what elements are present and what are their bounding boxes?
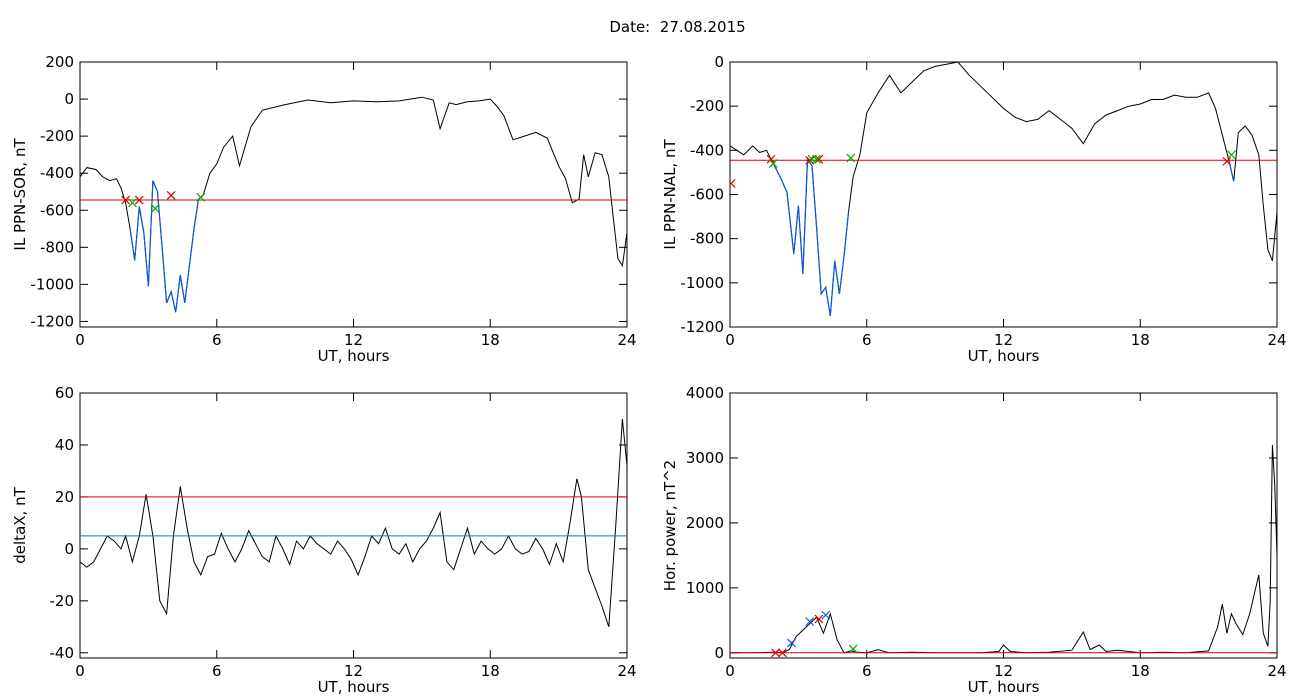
y-tick-label: -1000	[30, 275, 74, 293]
y-axis-label: IL PPN-SOR, nT	[11, 138, 29, 251]
y-tick-label: 1000	[686, 579, 724, 597]
x-marker	[768, 159, 778, 169]
x-tick-label: 6	[212, 662, 222, 680]
y-tick-label: -600	[690, 186, 724, 204]
x-axis-label: UT, hours	[318, 347, 390, 365]
y-tick-label: -20	[50, 592, 75, 610]
x-axis-label: UT, hours	[968, 347, 1040, 365]
chart-nal: 0 6 12 18 24 0 -200 -400 -600 -800 -1000 -1200 UT, h…	[661, 53, 1287, 365]
series-line-highlight	[129, 180, 200, 313]
figure-title: Date: 27.08.2015	[609, 18, 746, 36]
y-tick-label: 0	[64, 90, 74, 108]
y-tick-label: 4000	[686, 384, 724, 402]
y-tick-label: 200	[45, 53, 74, 71]
x-tick-label: 24	[1267, 662, 1286, 680]
x-tick-label: 0	[75, 662, 85, 680]
y-axis-label: IL PPN-NAL, nT	[661, 139, 679, 250]
plot-area	[730, 62, 1277, 317]
x-tick-label: 6	[862, 662, 872, 680]
x-marker	[730, 179, 736, 188]
x-marker	[121, 195, 131, 205]
x-tick-label: 18	[481, 662, 500, 680]
y-axis-label: deltaX, nT	[11, 486, 29, 563]
y-tick-label: 3000	[686, 449, 724, 467]
x-tick-label: 6	[212, 331, 222, 349]
x-tick-label: 0	[75, 331, 85, 349]
y-axis-label: Hor. power, nT^2	[661, 460, 679, 591]
series-line	[730, 444, 1277, 654]
y-tick-label: 2000	[686, 514, 724, 532]
y-tick-label: -600	[40, 201, 74, 219]
x-tick-label: 12	[344, 662, 363, 680]
x-tick-label: 12	[994, 662, 1013, 680]
y-tick-label: 40	[55, 436, 74, 454]
x-marker	[814, 154, 824, 164]
y-tick-label: -800	[40, 238, 74, 256]
chart-power: 0 6 12 18 24 4000 3000 2000 1000 0 UT, hours Hor. p…	[661, 384, 1287, 696]
x-marker	[821, 610, 831, 620]
x-tick-label: 18	[481, 331, 500, 349]
x-tick-label: 0	[725, 331, 735, 349]
x-tick-label: 24	[617, 662, 636, 680]
series-line	[80, 418, 627, 627]
x-marker	[846, 153, 856, 163]
x-marker	[805, 617, 815, 627]
y-tick-label: -40	[50, 644, 75, 662]
y-tick-label: -200	[40, 127, 74, 145]
x-tick-label: 18	[1131, 662, 1150, 680]
x-tick-label: 12	[994, 331, 1013, 349]
x-marker	[787, 638, 796, 648]
x-tick-label: 24	[617, 331, 636, 349]
x-marker	[848, 644, 858, 654]
x-tick-label: 6	[862, 331, 872, 349]
x-marker	[166, 191, 176, 200]
x-marker	[1226, 150, 1236, 160]
y-tick-label: 0	[714, 53, 724, 71]
x-marker	[134, 195, 144, 205]
x-tick-label: 12	[344, 331, 363, 349]
y-tick-label: 20	[55, 488, 74, 506]
y-tick-label: -1000	[680, 274, 724, 292]
x-tick-label: 18	[1131, 331, 1150, 349]
series-line	[730, 62, 1277, 317]
y-tick-label: 0	[714, 644, 724, 662]
x-tick-label: 0	[725, 662, 735, 680]
x-tick-label: 24	[1267, 331, 1286, 349]
x-marker	[1222, 156, 1232, 166]
y-tick-label: -800	[690, 230, 724, 248]
x-marker	[127, 198, 137, 208]
y-tick-label: -400	[690, 141, 724, 159]
y-tick-label: -1200	[30, 312, 74, 330]
x-marker	[777, 648, 787, 658]
series-line-highlight	[772, 157, 850, 317]
plot-frame	[79, 61, 628, 328]
y-tick-label: -200	[690, 97, 724, 115]
plot-frame	[79, 392, 628, 659]
x-axis-label: UT, hours	[318, 678, 390, 696]
x-marker	[814, 614, 824, 624]
series-line	[80, 96, 627, 313]
plot-area	[730, 444, 1277, 658]
y-tick-label: -1200	[680, 318, 724, 336]
plot-area	[80, 96, 627, 313]
y-tick-label: 60	[55, 384, 74, 402]
y-tick-label: -400	[40, 164, 74, 182]
plot-frame	[729, 392, 1278, 659]
x-marker	[196, 192, 206, 202]
x-marker	[150, 203, 160, 213]
chart-deltax: 0 6 12 18 24 60 40 20 0 -20 -40 UT, hours deltaX, nT	[11, 384, 637, 696]
y-tick-label: 0	[64, 540, 74, 558]
plot-area	[80, 418, 627, 627]
plot-frame	[729, 61, 1278, 328]
x-axis-label: UT, hours	[968, 678, 1040, 696]
x-marker	[812, 154, 822, 164]
chart-sor: 0 6 12 18 24 200 0 -200 -400 -600 -800 -1000 -1200 UT…	[11, 53, 637, 365]
x-marker	[771, 648, 781, 658]
x-marker	[766, 154, 776, 164]
